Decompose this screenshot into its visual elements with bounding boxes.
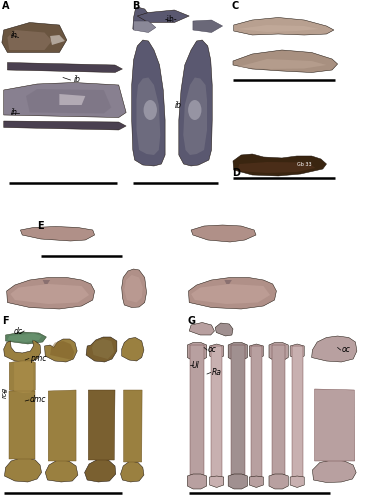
Text: rcg: rcg [2, 387, 8, 398]
Polygon shape [233, 50, 338, 72]
Polygon shape [237, 59, 326, 69]
Text: Gb 33: Gb 33 [297, 162, 311, 166]
Polygon shape [315, 389, 355, 461]
Polygon shape [249, 476, 263, 488]
Text: F: F [2, 316, 9, 326]
Polygon shape [272, 345, 285, 485]
Polygon shape [26, 89, 111, 114]
Polygon shape [20, 226, 95, 241]
Polygon shape [234, 18, 334, 35]
Polygon shape [188, 278, 276, 309]
Polygon shape [59, 94, 85, 105]
Polygon shape [2, 22, 67, 52]
Polygon shape [132, 40, 165, 166]
Polygon shape [183, 78, 207, 155]
Polygon shape [187, 474, 207, 489]
Polygon shape [187, 342, 207, 361]
Polygon shape [124, 275, 143, 302]
Polygon shape [45, 460, 78, 482]
Polygon shape [43, 280, 50, 284]
Polygon shape [211, 346, 222, 484]
Ellipse shape [144, 100, 157, 120]
Polygon shape [193, 20, 223, 32]
Text: ib: ib [174, 100, 181, 110]
Text: dc: dc [14, 326, 23, 336]
Polygon shape [191, 284, 270, 304]
Text: B: B [132, 1, 139, 11]
Text: oc: oc [341, 346, 350, 354]
Text: pmc: pmc [30, 354, 46, 363]
Polygon shape [179, 40, 212, 166]
Polygon shape [7, 30, 52, 50]
Polygon shape [312, 336, 357, 362]
Polygon shape [237, 25, 319, 32]
Text: ib: ib [74, 76, 81, 84]
Polygon shape [48, 390, 76, 461]
Text: D: D [232, 168, 240, 177]
Polygon shape [50, 35, 65, 45]
Polygon shape [269, 474, 288, 489]
Polygon shape [228, 342, 247, 361]
Polygon shape [121, 461, 144, 482]
Polygon shape [290, 344, 304, 359]
Polygon shape [9, 361, 35, 392]
Polygon shape [124, 390, 142, 462]
Polygon shape [210, 476, 224, 488]
Polygon shape [137, 10, 189, 22]
Polygon shape [10, 284, 89, 304]
Polygon shape [249, 344, 263, 359]
Polygon shape [191, 225, 256, 242]
Polygon shape [228, 474, 247, 489]
Text: Ul: Ul [191, 360, 199, 370]
Polygon shape [4, 458, 42, 482]
Text: C: C [232, 1, 239, 11]
Polygon shape [134, 21, 156, 32]
Polygon shape [210, 344, 224, 359]
Polygon shape [133, 7, 148, 30]
Polygon shape [4, 340, 41, 362]
Text: G: G [187, 316, 196, 326]
Polygon shape [189, 322, 214, 335]
Polygon shape [85, 459, 116, 482]
Text: -ih-: -ih- [165, 16, 178, 24]
Polygon shape [190, 345, 204, 485]
Polygon shape [7, 62, 122, 72]
Polygon shape [4, 82, 126, 118]
Text: oc: oc [208, 346, 217, 354]
Polygon shape [9, 391, 35, 459]
Polygon shape [122, 269, 147, 308]
Text: ih: ih [11, 30, 18, 40]
Polygon shape [88, 390, 115, 460]
Polygon shape [14, 361, 33, 393]
Polygon shape [6, 332, 46, 344]
Text: dmc: dmc [30, 396, 46, 404]
Polygon shape [86, 337, 117, 362]
Ellipse shape [188, 100, 201, 120]
Polygon shape [4, 121, 126, 130]
Text: E: E [37, 221, 44, 231]
Polygon shape [50, 341, 74, 360]
Polygon shape [137, 78, 160, 155]
Polygon shape [224, 280, 232, 284]
Text: ih: ih [11, 108, 18, 117]
Polygon shape [122, 338, 144, 361]
Polygon shape [237, 162, 315, 173]
Polygon shape [45, 339, 77, 362]
Polygon shape [233, 154, 326, 176]
Polygon shape [290, 476, 304, 488]
Polygon shape [251, 346, 262, 484]
Text: Ra: Ra [211, 368, 221, 377]
Polygon shape [7, 334, 42, 342]
Polygon shape [215, 323, 233, 336]
Polygon shape [269, 342, 288, 361]
Polygon shape [312, 460, 356, 482]
Polygon shape [292, 346, 303, 484]
Polygon shape [231, 345, 244, 485]
Polygon shape [7, 278, 95, 309]
Polygon shape [92, 339, 114, 359]
Text: A: A [2, 1, 9, 11]
